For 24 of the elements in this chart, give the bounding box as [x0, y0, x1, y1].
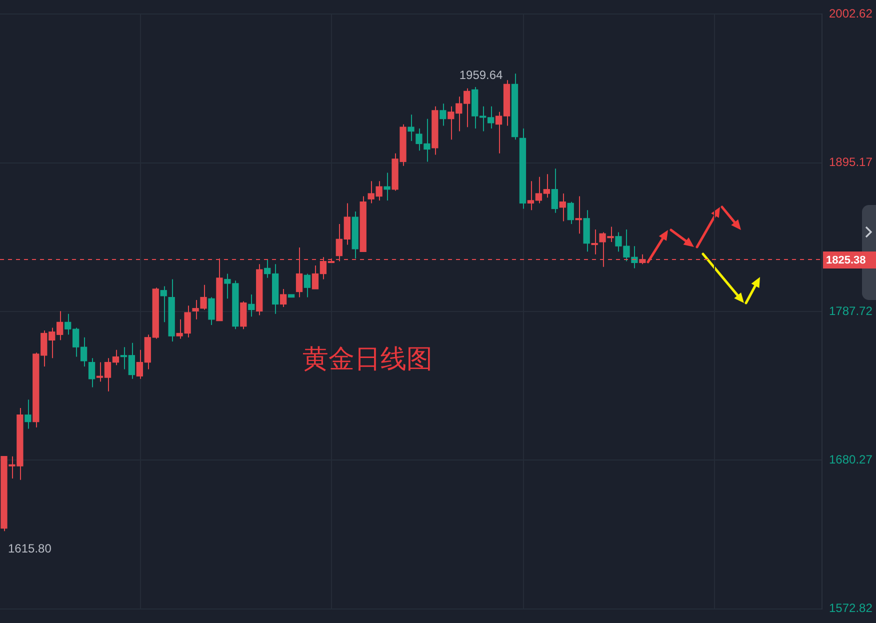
y-tick-label: 1680.27	[829, 452, 873, 466]
candlestick	[24, 399, 32, 430]
candlestick	[559, 193, 566, 222]
candlestick	[88, 358, 96, 388]
candlestick	[160, 286, 167, 323]
candlestick	[280, 288, 287, 308]
y-tick-label: 1572.82	[829, 601, 873, 616]
candlestick	[384, 172, 390, 201]
candlestick	[591, 228, 598, 255]
candlestick	[304, 273, 311, 298]
candlestick	[567, 201, 574, 224]
ref-line-label: 1825.38	[826, 254, 866, 267]
candlestick	[408, 114, 414, 142]
y-tick-label: 2002.62	[829, 6, 873, 21]
candlestick	[575, 196, 582, 234]
candlestick	[208, 296, 215, 326]
annotation: 黄金日线图	[302, 344, 432, 375]
candlestick	[440, 103, 446, 126]
y-tick-label: 1895.17	[829, 155, 873, 170]
annotation: 1615.80	[8, 542, 52, 556]
annotation: 1959.64	[459, 68, 504, 82]
candlestick	[248, 294, 255, 318]
y-tick-label: 1787.72	[829, 304, 873, 318]
candlestick	[551, 168, 558, 214]
